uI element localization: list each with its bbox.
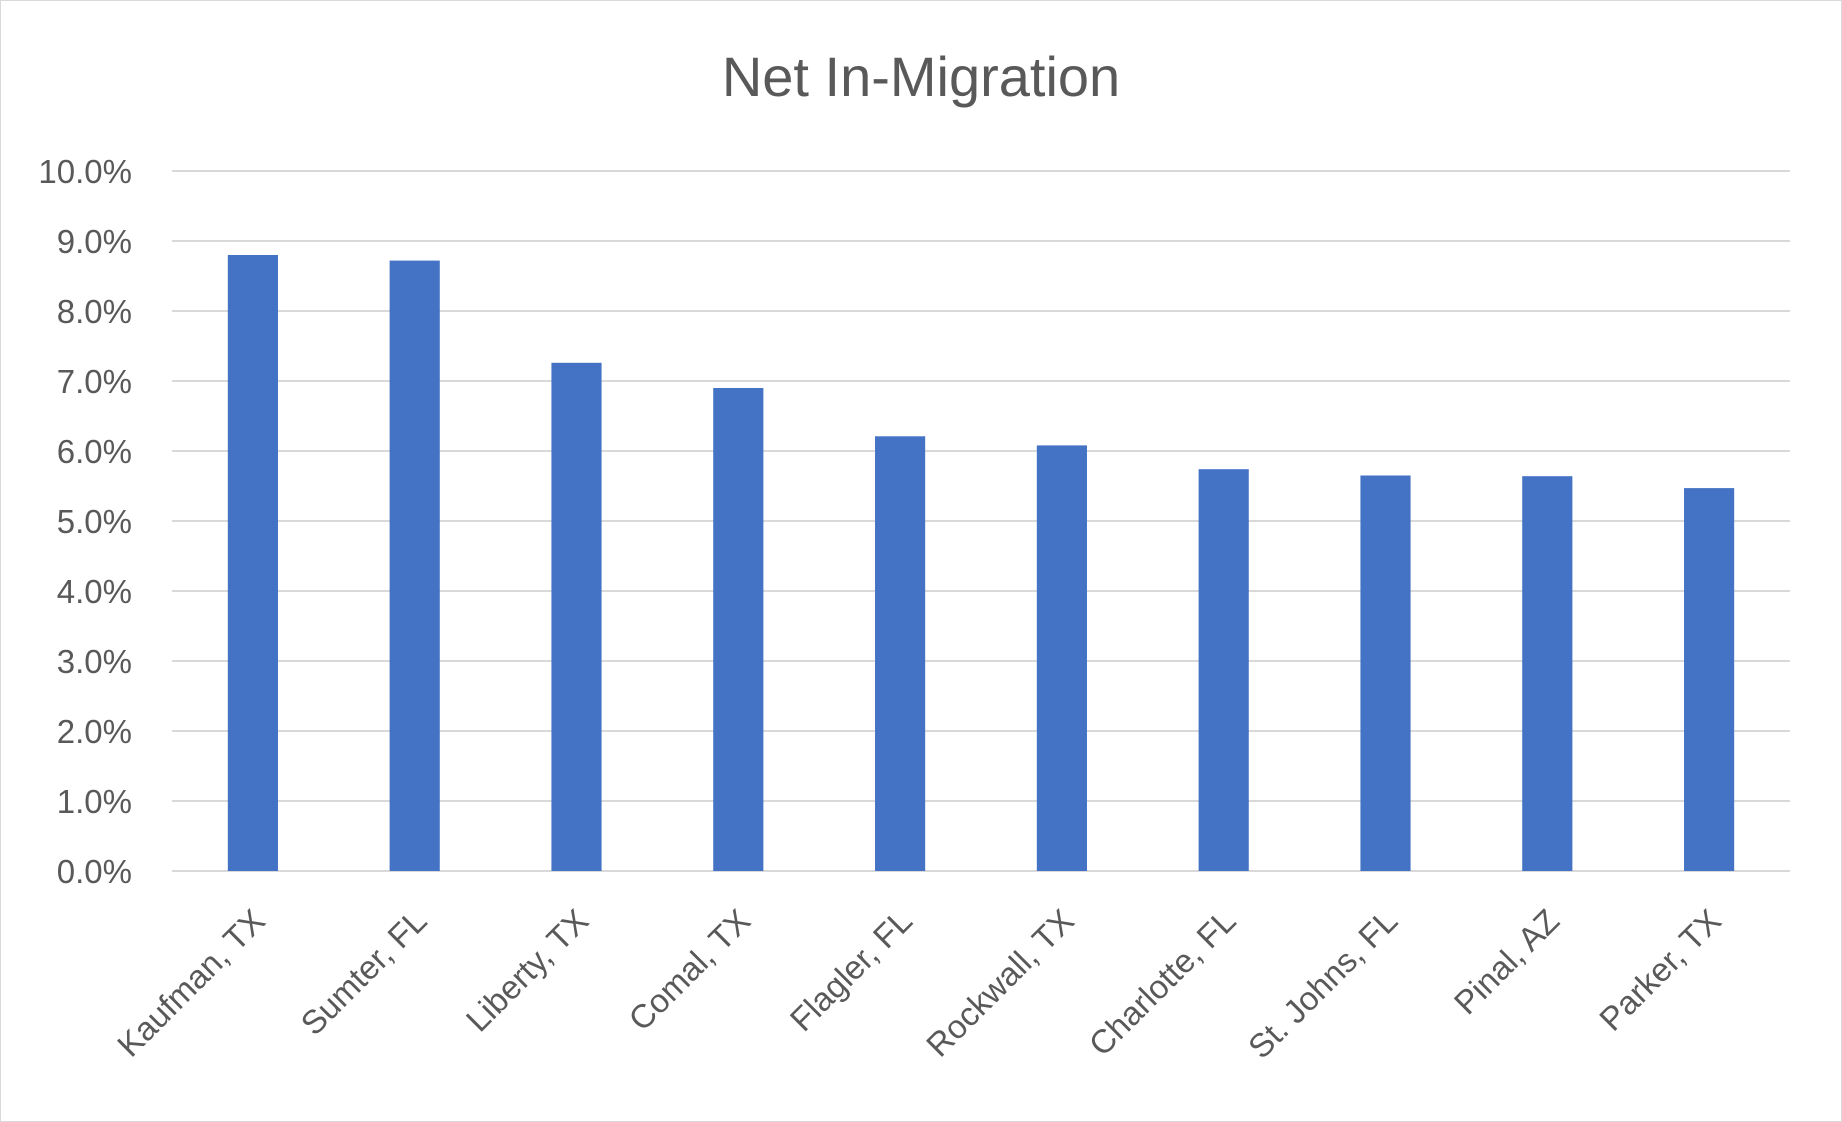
y-tick-label: 7.0%: [57, 363, 132, 400]
x-tick-label: Liberty, TX: [459, 902, 596, 1039]
y-tick-label: 9.0%: [57, 223, 132, 260]
bar: [551, 362, 602, 871]
x-tick-label: Flagler, FL: [783, 902, 919, 1038]
y-axis-ticks: 0.0% 1.0% 2.0% 3.0% 4.0% 5.0% 6.0% 7.0% 8.0% 9.0%…: [38, 153, 132, 890]
x-tick-label: Rockwall, TX: [919, 902, 1081, 1064]
bar: [389, 260, 440, 872]
bar: [713, 388, 764, 871]
chart-title: Net In-Migration: [722, 45, 1120, 108]
x-axis-ticks: Kaufman, TX Sumter, FL Liberty, TX Comal, T…: [110, 902, 1728, 1066]
y-tick-label: 10.0%: [38, 153, 132, 190]
gridlines: [172, 170, 1790, 872]
bar: [875, 436, 926, 871]
y-tick-label: 1.0%: [57, 783, 132, 820]
bar: [1036, 445, 1087, 871]
y-tick-label: 6.0%: [57, 433, 132, 470]
x-tick-label: Kaufman, TX: [110, 902, 272, 1064]
y-tick-label: 4.0%: [57, 573, 132, 610]
bar: [1198, 469, 1249, 871]
x-tick-label: St. Johns, FL: [1241, 902, 1405, 1066]
bar: [1360, 475, 1411, 871]
x-tick-label: Sumter, FL: [293, 902, 433, 1042]
x-tick-label: Parker, TX: [1592, 902, 1728, 1038]
x-tick-label: Charlotte, FL: [1082, 902, 1243, 1063]
y-tick-label: 3.0%: [57, 643, 132, 680]
y-tick-label: 5.0%: [57, 503, 132, 540]
bar: [227, 255, 278, 871]
x-tick-label: Comal, TX: [621, 902, 757, 1038]
bar: [1522, 476, 1573, 871]
bar: [1684, 488, 1735, 871]
y-tick-label: 2.0%: [57, 713, 132, 750]
y-tick-label: 8.0%: [57, 293, 132, 330]
x-tick-label: Pinal, AZ: [1447, 902, 1567, 1022]
y-tick-label: 0.0%: [57, 853, 132, 890]
bars: [227, 255, 1735, 872]
